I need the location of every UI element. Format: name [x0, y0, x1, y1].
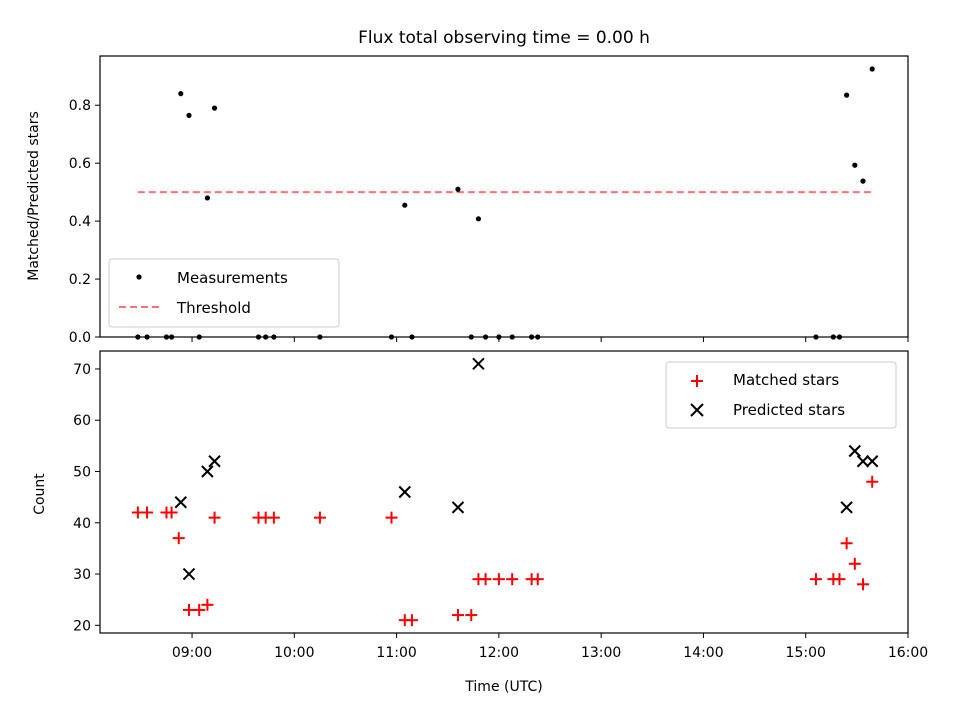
matched-star-marker: [182, 603, 195, 616]
top-axes-frame: [99, 55, 909, 338]
predicted-star-stroke-b: [208, 455, 221, 468]
bottom-ytick-label: 40: [73, 516, 91, 532]
matched-star-marker: [866, 475, 879, 488]
measurement-point: [852, 162, 858, 168]
top-plot-area: 0.0 0.2 0.4 0.6 0.8: [69, 66, 909, 346]
top-legend: Measurements Threshold: [108, 258, 340, 328]
top-ytick-label: 0.0: [69, 330, 91, 346]
top-ytick-label: 0.4: [69, 214, 91, 230]
matched-star-marker: [313, 511, 326, 524]
top-ytick-label: 0.8: [69, 98, 91, 114]
top-panel-ylabel: Matched/Predicted stars: [26, 111, 42, 281]
bottom-ytick-label: 70: [73, 362, 91, 378]
top-ytick-label: 0.6: [69, 156, 91, 172]
legend-predicted-marker: [690, 403, 704, 417]
predicted-star-stroke-b: [451, 501, 465, 514]
predicted-star-marker: [398, 485, 411, 499]
predicted-star-marker: [451, 501, 465, 514]
bottom-xtick-label: 12:00: [479, 645, 519, 661]
top-panel-title: Flux total observing time = 0.00 h: [358, 28, 650, 48]
bottom-ytick-label: 50: [73, 464, 91, 480]
bottom-legend-box: [665, 361, 897, 429]
measurement-point: [204, 195, 210, 201]
bottom-legend: Matched stars Predicted stars: [665, 361, 897, 429]
predicted-star-marker: [174, 496, 188, 509]
bottom-xtick-label: 11:00: [376, 645, 416, 661]
legend-matched-label: Matched stars: [733, 371, 839, 389]
measurement-point: [860, 178, 866, 184]
bottom-panel: Count Time (UTC) 20 30 40 50 60 70 09:00 10:00 1…: [32, 350, 928, 695]
top-ytick-label: 0.2: [69, 272, 91, 288]
bottom-ytick-label: 60: [73, 413, 91, 429]
measurement-point: [402, 202, 408, 208]
bottom-xtick-label: 10:00: [274, 645, 314, 661]
matched-star-marker: [451, 609, 464, 622]
bottom-axes-frame: [99, 350, 909, 634]
matched-star-marker: [856, 578, 869, 591]
matched-star-marker: [172, 532, 185, 545]
matched-star-marker: [193, 603, 206, 616]
predicted-star-marker: [182, 567, 196, 581]
bottom-plot-area: 20 30 40 50 60 70 09:00 10:00 11:00 12:00 13:00 14:…: [73, 357, 928, 661]
measurement-point: [475, 216, 482, 222]
matched-star-marker: [840, 537, 853, 550]
matched-star-marker: [506, 573, 519, 586]
measurement-point: [844, 92, 850, 98]
matched-star-marker: [141, 506, 154, 519]
measurement-point: [186, 112, 192, 118]
matched-star-marker: [165, 506, 178, 519]
matched-star-marker: [385, 511, 398, 524]
bottom-xtick-label: 09:00: [172, 645, 212, 661]
predicted-star-stroke-b: [840, 501, 853, 514]
legend-predicted-label: Predicted stars: [733, 401, 845, 419]
matched-star-marker: [848, 557, 861, 570]
legend-measurements-label: Measurements: [177, 269, 288, 287]
legend-measurements-marker: [136, 274, 142, 280]
predicted-star-stroke-b: [182, 567, 196, 581]
matched-star-marker: [479, 573, 492, 586]
predicted-star-stroke-b: [865, 455, 879, 468]
matched-star-marker: [531, 573, 544, 586]
measurement-point: [869, 66, 875, 72]
bottom-xtick-label: 14:00: [683, 645, 723, 661]
legend-threshold-label: Threshold: [176, 299, 251, 317]
legend-matched-marker: [691, 375, 703, 387]
predicted-star-marker: [472, 357, 485, 371]
predicted-star-marker: [848, 444, 862, 458]
matched-star-marker: [809, 573, 822, 586]
matched-star-marker: [208, 511, 221, 524]
bottom-ytick-label: 30: [73, 567, 91, 583]
predicted-star-stroke-b: [472, 357, 485, 371]
predicted-star-stroke-b: [201, 465, 214, 478]
bottom-xtick-label: 13:00: [581, 645, 621, 661]
bottom-xtick-label: 16:00: [888, 645, 928, 661]
bottom-xtick-label: 15:00: [786, 645, 826, 661]
matched-star-marker: [267, 511, 280, 524]
predicted-star-marker: [865, 455, 879, 468]
predicted-star-stroke-b: [174, 496, 188, 509]
bottom-ytick-label: 20: [73, 618, 91, 634]
matched-star-marker: [405, 614, 418, 627]
predicted-star-marker: [840, 501, 853, 514]
bottom-panel-ylabel: Count: [32, 473, 48, 515]
matched-star-marker: [465, 609, 478, 622]
matched-star-marker: [201, 598, 214, 611]
predicted-star-marker: [856, 455, 870, 468]
matched-star-marker: [492, 573, 505, 586]
measurement-point: [211, 105, 218, 111]
top-legend-box: [108, 258, 340, 328]
measurement-point: [178, 91, 184, 97]
predicted-star-stroke-b: [856, 455, 870, 468]
predicted-star-stroke-b: [848, 444, 862, 458]
matched-star-marker: [833, 573, 846, 586]
measurement-point: [455, 186, 461, 192]
predicted-star-stroke-b: [398, 485, 411, 499]
bottom-panel-xlabel: Time (UTC): [464, 679, 542, 695]
top-panel: Flux total observing time = 0.00 h Match…: [26, 28, 909, 346]
predicted-star-marker: [201, 465, 214, 478]
predicted-star-marker: [208, 455, 221, 468]
